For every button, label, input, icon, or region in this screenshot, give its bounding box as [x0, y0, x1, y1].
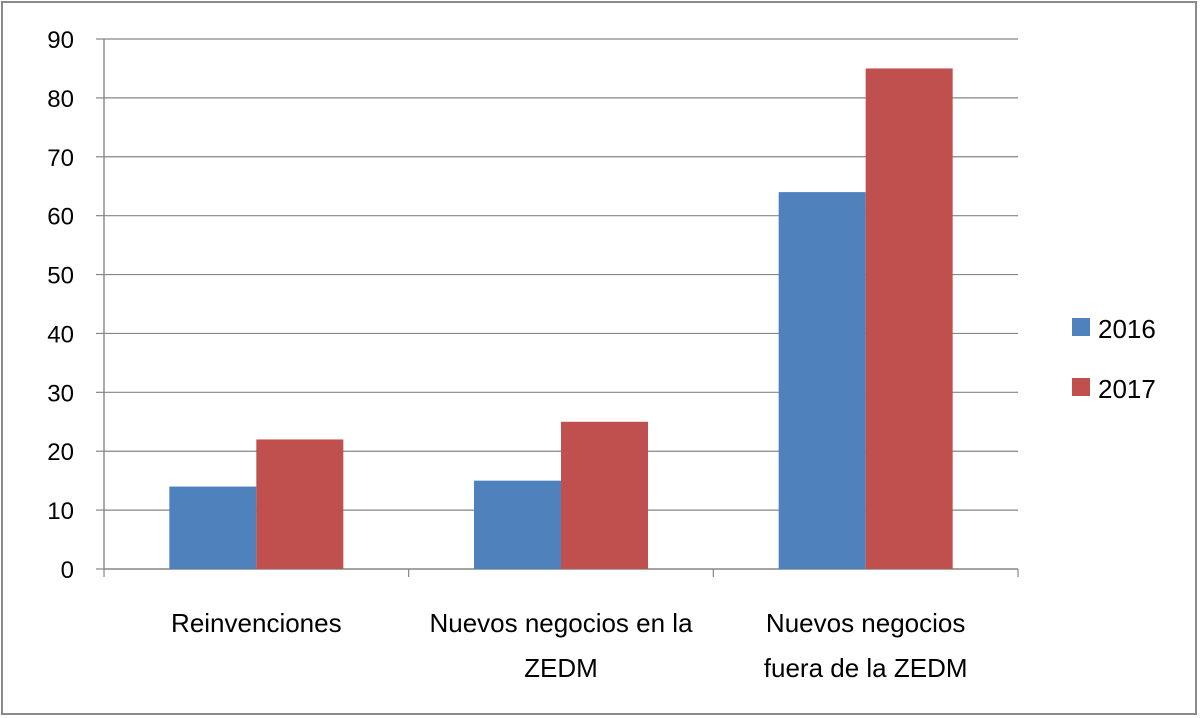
- y-tick-label: 0: [61, 557, 74, 584]
- y-tick-label: 30: [47, 380, 74, 407]
- y-tick-label: 90: [47, 27, 74, 54]
- bar-2017: [256, 439, 344, 569]
- y-tick-label: 70: [47, 145, 74, 172]
- category-label: Nuevos negocios en la: [429, 608, 693, 638]
- bars: [169, 68, 953, 569]
- y-tick-label: 60: [47, 204, 74, 231]
- bar-2016: [474, 480, 561, 569]
- legend-swatch-2017: [1072, 378, 1090, 396]
- y-tick-label: 80: [47, 86, 74, 113]
- y-tick-label: 20: [47, 439, 74, 466]
- category-label: fuera de la ZEDM: [764, 653, 968, 683]
- y-tick-label: 50: [47, 263, 74, 290]
- category-label: ZEDM: [524, 653, 598, 683]
- legend-swatch-2016: [1072, 318, 1090, 336]
- bar-2016: [778, 192, 866, 569]
- legend-label: 2017: [1098, 374, 1156, 404]
- legend: 2016 2017: [1072, 314, 1156, 404]
- category-label: Nuevos negocios: [766, 608, 965, 638]
- category-label: Reinvenciones: [171, 608, 342, 638]
- y-tick-label: 10: [47, 498, 74, 525]
- bar-2016: [169, 486, 257, 569]
- bar-2017: [561, 421, 648, 569]
- bar-2017: [865, 68, 953, 569]
- labels: 0 10 20 30 40 50 60 70 80 90 Reinvenciones Nuevos n…: [47, 27, 967, 683]
- y-tick-label: 40: [47, 321, 74, 348]
- legend-label: 2016: [1098, 314, 1156, 344]
